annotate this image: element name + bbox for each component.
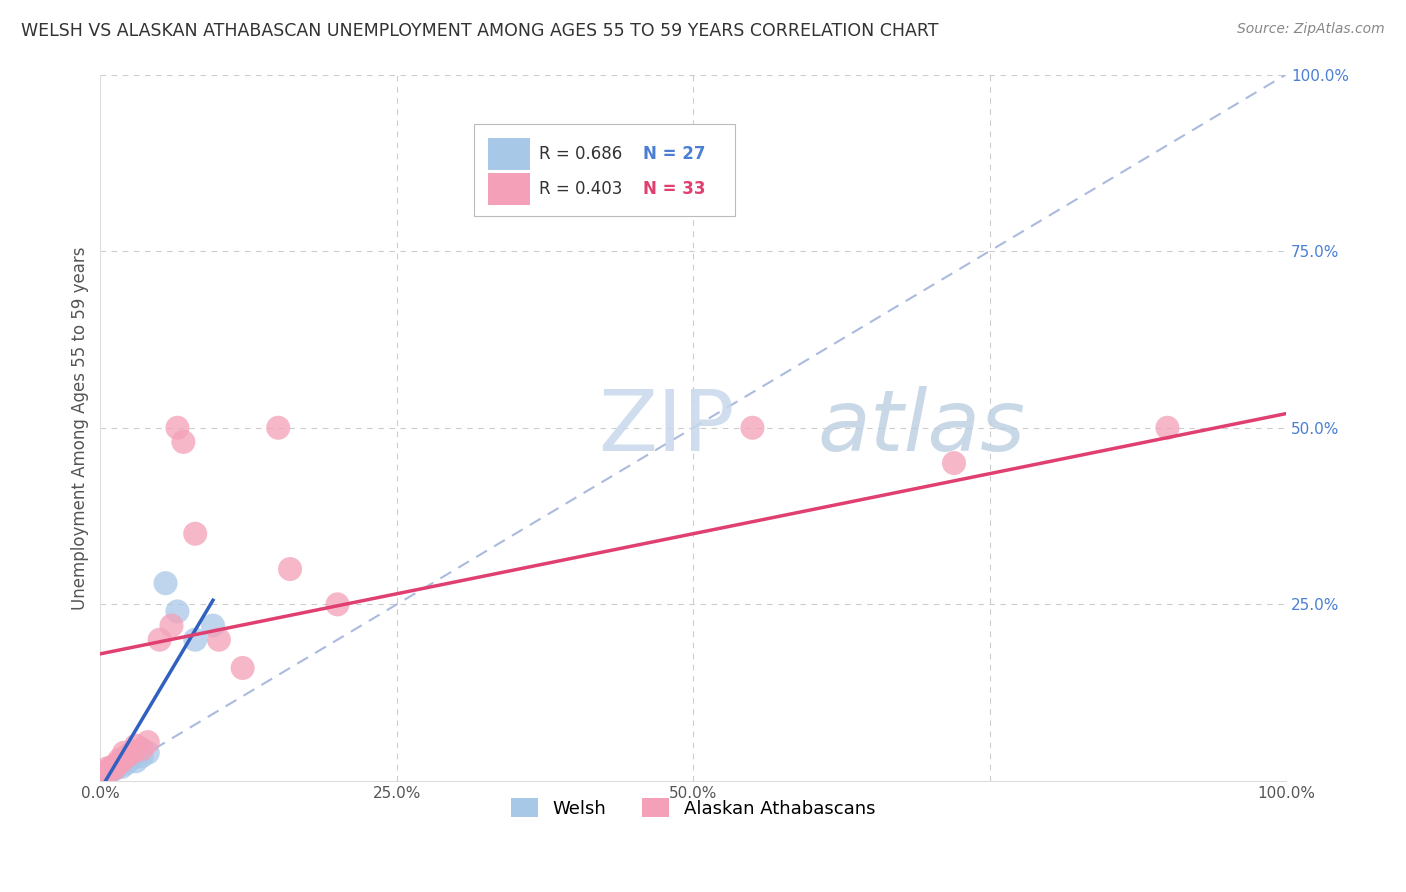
Point — [149, 632, 172, 647]
Point — [208, 632, 231, 647]
Point — [103, 761, 125, 775]
Bar — [488, 138, 530, 169]
Point — [94, 768, 117, 782]
Point — [108, 756, 131, 771]
Point — [201, 618, 224, 632]
Point — [125, 739, 148, 753]
FancyBboxPatch shape — [474, 124, 735, 216]
Point — [103, 760, 125, 774]
Point — [184, 526, 207, 541]
Point — [115, 756, 138, 771]
Legend: Welsh, Alaskan Athabascans: Welsh, Alaskan Athabascans — [503, 791, 883, 825]
Text: N = 33: N = 33 — [644, 180, 706, 198]
Point — [741, 421, 763, 435]
Point — [1156, 421, 1178, 435]
Point — [118, 747, 141, 761]
Point — [89, 768, 111, 782]
Point — [943, 456, 966, 470]
Point — [122, 744, 145, 758]
Point — [155, 576, 177, 591]
Point — [112, 753, 135, 767]
Point — [94, 765, 117, 780]
Point — [166, 604, 188, 618]
Point — [111, 760, 134, 774]
Point — [326, 598, 349, 612]
Point — [89, 772, 111, 786]
Point — [125, 754, 148, 768]
Point — [136, 735, 159, 749]
Point — [101, 764, 124, 778]
Bar — [488, 173, 530, 205]
Text: Source: ZipAtlas.com: Source: ZipAtlas.com — [1237, 22, 1385, 37]
Point — [100, 761, 122, 775]
Point — [93, 767, 115, 781]
Point — [267, 421, 290, 435]
Y-axis label: Unemployment Among Ages 55 to 59 years: Unemployment Among Ages 55 to 59 years — [72, 246, 89, 609]
Point — [118, 753, 141, 767]
Text: N = 27: N = 27 — [644, 145, 706, 162]
Point — [96, 761, 118, 775]
Point — [89, 771, 111, 785]
Point — [232, 661, 254, 675]
Point — [96, 767, 118, 781]
Point — [136, 746, 159, 760]
Point — [97, 764, 120, 778]
Point — [96, 767, 118, 781]
Text: ZIP: ZIP — [599, 386, 735, 469]
Point — [107, 758, 129, 772]
Point — [91, 768, 114, 782]
Point — [101, 760, 124, 774]
Point — [107, 756, 129, 771]
Point — [184, 632, 207, 647]
Point — [131, 742, 153, 756]
Point — [131, 749, 153, 764]
Point — [112, 746, 135, 760]
Text: atlas: atlas — [818, 386, 1025, 469]
Point — [98, 764, 121, 779]
Point — [115, 749, 138, 764]
Point — [172, 434, 194, 449]
Point — [98, 764, 121, 778]
Point — [96, 765, 118, 780]
Point — [160, 618, 183, 632]
Point — [104, 761, 127, 775]
Point — [89, 774, 111, 789]
Text: R = 0.686: R = 0.686 — [538, 145, 623, 162]
Text: R = 0.403: R = 0.403 — [538, 180, 623, 198]
Point — [89, 767, 111, 781]
Point — [166, 421, 188, 435]
Point — [108, 753, 131, 767]
Point — [91, 771, 114, 785]
Point — [111, 754, 134, 768]
Point — [89, 774, 111, 789]
Point — [278, 562, 301, 576]
Text: WELSH VS ALASKAN ATHABASCAN UNEMPLOYMENT AMONG AGES 55 TO 59 YEARS CORRELATION C: WELSH VS ALASKAN ATHABASCAN UNEMPLOYMENT… — [21, 22, 939, 40]
